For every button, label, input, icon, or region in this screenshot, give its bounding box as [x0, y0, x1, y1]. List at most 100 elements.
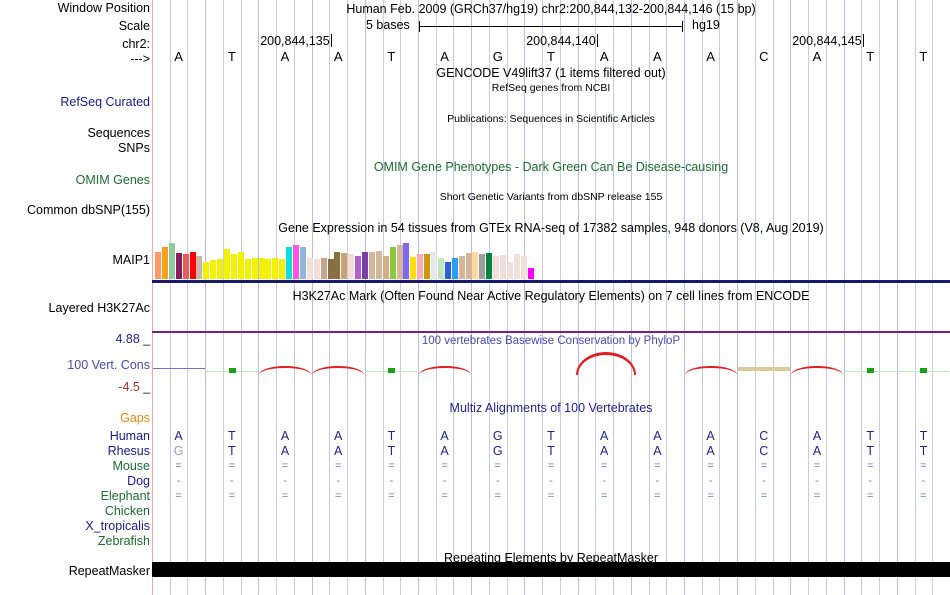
gtex-tissue-bar[interactable]	[520, 255, 527, 279]
multiz-base-mouse: =	[654, 460, 661, 472]
label-species-rhesus[interactable]: Rhesus	[107, 444, 150, 458]
multiz-track-title: Multiz Alignments of 100 Vertebrates	[449, 401, 653, 415]
gtex-tissue-bar[interactable]	[237, 251, 244, 279]
gtex-tissue-bar[interactable]	[396, 245, 403, 279]
gtex-tissue-bar[interactable]	[299, 247, 306, 279]
label-species-elephant[interactable]: Elephant	[100, 489, 150, 503]
gtex-tissue-bar[interactable]	[500, 254, 506, 279]
multiz-base-rhesus: T	[866, 444, 874, 458]
gtex-tissue-bar[interactable]	[286, 247, 293, 279]
multiz-base-mouse: =	[228, 460, 236, 472]
gtex-tissue-bar[interactable]	[431, 251, 437, 279]
label-layered-h3k27ac[interactable]: Layered H3K27Ac	[48, 301, 150, 315]
gtex-tissue-bar[interactable]	[410, 256, 417, 279]
gtex-tissue-bar[interactable]	[348, 253, 355, 279]
gtex-tissue-bar[interactable]	[244, 258, 251, 279]
gtex-tissue-bar[interactable]	[265, 258, 272, 279]
gtex-tissue-bar[interactable]	[161, 247, 168, 279]
multiz-base-elephant: =	[600, 490, 608, 502]
gtex-tissue-bar[interactable]	[472, 251, 479, 279]
gtex-tissue-bar[interactable]	[189, 251, 196, 279]
gtex-tissue-bar[interactable]	[313, 258, 320, 279]
label-species-dog[interactable]: Dog	[127, 474, 150, 488]
gtex-bar-chart[interactable]	[152, 238, 950, 282]
phylop-positive-mark	[388, 368, 396, 373]
multiz-base-rhesus: T	[387, 444, 396, 458]
multiz-base-mouse: =	[281, 460, 289, 472]
gtex-tissue-bar[interactable]	[258, 257, 265, 279]
gtex-tissue-bar[interactable]	[334, 251, 341, 279]
multiz-base-mouse: =	[494, 460, 502, 472]
gtex-tissue-bar[interactable]	[465, 252, 472, 279]
gtex-tissue-bar[interactable]	[203, 262, 210, 279]
label-species-human[interactable]: Human	[109, 429, 150, 443]
gtex-tissue-bar[interactable]	[368, 251, 375, 279]
label-species-chicken[interactable]: Chicken	[104, 504, 150, 518]
gtex-tissue-bar[interactable]	[279, 258, 286, 279]
gtex-tissue-bar[interactable]	[196, 255, 203, 279]
multiz-base-elephant: =	[175, 490, 182, 502]
gtex-tissue-bar[interactable]	[458, 255, 465, 279]
gtex-tissue-bar[interactable]	[424, 253, 431, 279]
gtex-tissue-bar[interactable]	[306, 257, 313, 279]
gtex-tissue-bar[interactable]	[224, 249, 230, 279]
gtex-tissue-bar[interactable]	[479, 253, 486, 279]
gtex-tissue-bar[interactable]	[327, 258, 334, 279]
label-snps[interactable]: SNPs	[118, 141, 150, 155]
gtex-tissue-bar[interactable]	[382, 255, 389, 279]
gtex-tissue-bar[interactable]	[175, 252, 182, 279]
multiz-base-human: T	[227, 429, 236, 443]
label-maip1[interactable]: MAIP1	[112, 253, 150, 267]
gtex-tissue-bar[interactable]	[513, 253, 520, 279]
gtex-tissue-bar[interactable]	[527, 268, 534, 279]
gtex-tissue-bar[interactable]	[486, 252, 493, 279]
label-sequences[interactable]: Sequences	[87, 126, 150, 140]
label-100-vert-cons[interactable]: 100 Vert. Cons	[67, 358, 150, 372]
gtex-tissue-bar[interactable]	[320, 257, 327, 279]
phylop-conservation-plot[interactable]	[152, 334, 950, 388]
ruler-coordinate: 200,844,140	[526, 34, 598, 48]
gtex-tissue-bar[interactable]	[341, 252, 348, 279]
gtex-tissue-bar[interactable]	[272, 257, 279, 279]
gtex-tissue-bar[interactable]	[451, 257, 458, 279]
gencode-track-title: GENCODE V49lift37 (1 items filtered out)	[436, 66, 666, 80]
gtex-tissue-bar[interactable]	[403, 243, 410, 279]
gtex-tissue-bar[interactable]	[362, 251, 368, 279]
label-species-x-tropicalis[interactable]: X_tropicalis	[85, 519, 150, 533]
label-common-dbsnp[interactable]: Common dbSNP(155)	[27, 203, 150, 217]
multiz-base-dog: -	[283, 475, 287, 487]
gtex-tissue-bar[interactable]	[355, 255, 362, 279]
label-species-mouse[interactable]: Mouse	[112, 459, 150, 473]
gtex-tissue-bar[interactable]	[417, 253, 424, 279]
gtex-tissue-bar[interactable]	[251, 257, 258, 279]
label-gaps[interactable]: Gaps	[120, 411, 150, 425]
multiz-base-elephant: =	[281, 490, 289, 502]
gtex-tissue-bar[interactable]	[389, 247, 396, 279]
refseq-subtitle: RefSeq genes from NCBI	[491, 82, 611, 94]
gtex-tissue-bar[interactable]	[182, 253, 189, 279]
gtex-tissue-bar[interactable]	[210, 260, 217, 279]
gtex-tissue-bar[interactable]	[230, 253, 237, 279]
multiz-base-human: C	[759, 429, 769, 443]
label-omim-genes[interactable]: OMIM Genes	[75, 173, 150, 187]
multiz-base-human: A	[706, 429, 715, 443]
multiz-base-rhesus: A	[440, 444, 449, 458]
gtex-tissue-bar[interactable]	[217, 258, 224, 279]
label-repeatmasker[interactable]: RepeatMasker	[68, 564, 150, 578]
multiz-base-dog: -	[815, 475, 819, 487]
gtex-tissue-bar[interactable]	[375, 250, 382, 279]
repeatmasker-bar[interactable]	[152, 562, 950, 577]
label-species-zebrafish[interactable]: Zebrafish	[97, 534, 150, 548]
gtex-tissue-bar[interactable]	[155, 251, 161, 279]
gtex-tissue-bar[interactable]	[168, 243, 175, 279]
ruler-base-letter: A	[812, 49, 822, 64]
gtex-tissue-bar[interactable]	[506, 262, 513, 279]
gtex-tissue-bar[interactable]	[293, 245, 299, 279]
gtex-tissue-bar[interactable]	[444, 262, 451, 279]
gtex-tissue-bar[interactable]	[437, 257, 444, 279]
label-refseq-curated[interactable]: RefSeq Curated	[60, 95, 150, 109]
gtex-tissue-bar[interactable]	[493, 255, 500, 279]
ruler-base-letter: T	[919, 49, 928, 64]
multiz-base-rhesus: C	[759, 444, 769, 458]
